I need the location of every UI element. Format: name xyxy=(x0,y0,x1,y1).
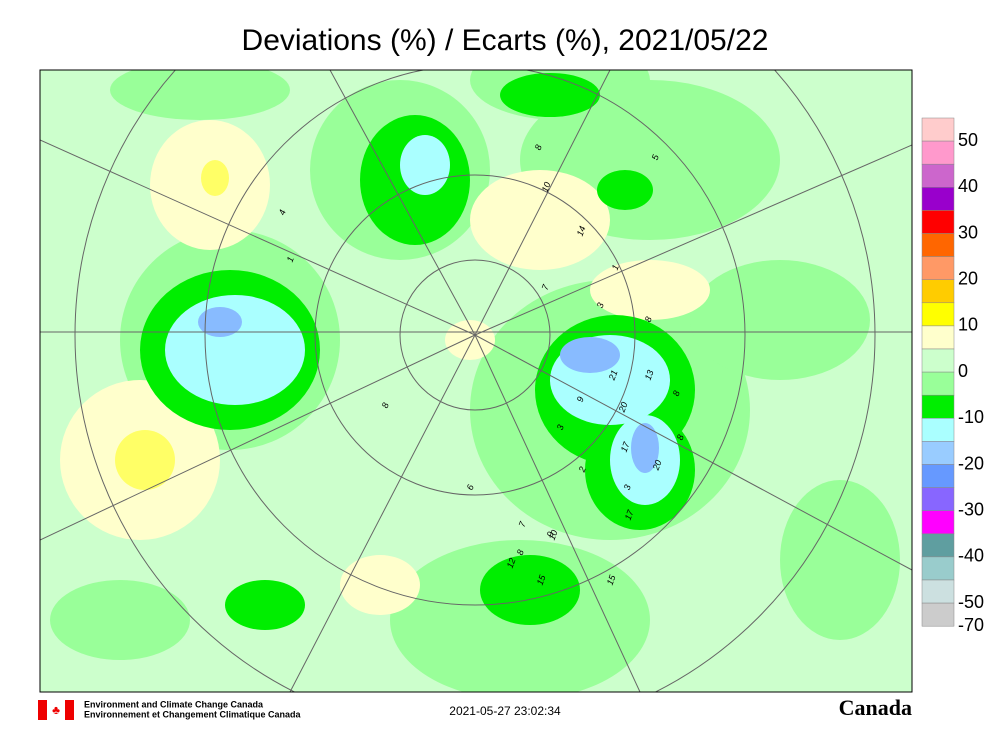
colorbar-swatch xyxy=(921,348,955,373)
station-label: 5 xyxy=(650,152,661,161)
station-label: 6 xyxy=(465,483,476,491)
colorbar-swatch xyxy=(921,418,955,442)
colorbar-swatch xyxy=(921,441,955,465)
colorbar-swatch xyxy=(921,256,955,280)
colorbar-label: 20 xyxy=(958,268,978,288)
flag-white xyxy=(47,700,65,720)
station-label: 20 xyxy=(616,401,629,415)
station-label: 4 xyxy=(277,208,288,216)
map-frame xyxy=(39,69,913,693)
map xyxy=(40,70,912,692)
station-label: 3 xyxy=(555,423,566,431)
colorbar-swatch xyxy=(921,556,955,581)
colorbar-swatch xyxy=(921,325,955,350)
colorbar: 50 40 30 20 10 0 -10 -20 -30 -40 -50 -70 xyxy=(921,117,984,635)
colorbar-swatch xyxy=(921,302,955,327)
colorbar-label: -50 xyxy=(958,592,984,612)
station-label: 8 xyxy=(380,401,391,409)
station-label: 13 xyxy=(643,369,656,382)
colorbar-swatch xyxy=(921,464,955,488)
colorbar-label: 10 xyxy=(958,315,978,335)
station-label: 17 xyxy=(623,508,636,522)
station-label: 21 xyxy=(606,369,619,383)
wordmark: Canada xyxy=(839,695,912,720)
colorbar-swatch xyxy=(921,163,955,188)
station-label: 10 xyxy=(540,181,553,194)
colorbar-label: -20 xyxy=(958,453,984,473)
colorbar-label: 40 xyxy=(958,176,978,196)
agency-fr: Environnement et Changement Climatique C… xyxy=(84,709,302,719)
station-label: 17 xyxy=(619,440,632,454)
colorbar-swatch xyxy=(921,487,955,511)
colorbar-swatch xyxy=(921,140,955,165)
station-label: 8 xyxy=(533,143,544,151)
agency-en: Environment and Climate Change Canada xyxy=(84,699,264,709)
colorbar-swatch xyxy=(921,371,955,396)
colorbar-swatch xyxy=(921,187,955,211)
colorbar-label: -30 xyxy=(958,499,984,519)
station-label: 7 xyxy=(540,282,551,291)
colorbar-swatch xyxy=(921,117,955,142)
station-label: 8 xyxy=(671,389,682,397)
timestamp: 2021-05-27 23:02:34 xyxy=(449,704,561,718)
station-label: 8 xyxy=(515,548,526,556)
station-label: 1 xyxy=(610,263,621,271)
colorbar-swatch xyxy=(921,394,955,419)
maple-leaf: ♣ xyxy=(52,703,60,717)
colorbar-label: -40 xyxy=(958,546,984,566)
colorbar-label: 50 xyxy=(958,130,978,150)
station-label: 10 xyxy=(547,529,560,542)
station-label: 12 xyxy=(505,557,518,570)
colorbar-swatch xyxy=(921,510,955,535)
colorbar-swatch xyxy=(921,279,955,304)
colorbar-swatch xyxy=(921,579,955,604)
colorbar-label: 0 xyxy=(958,361,968,381)
colorbar-swatch xyxy=(921,233,955,257)
colorbar-swatch xyxy=(921,210,955,234)
colorbar-swatch xyxy=(921,602,955,627)
station-label: 2 xyxy=(576,465,587,474)
station-label: 3 xyxy=(595,301,606,309)
station-label: 15 xyxy=(605,573,618,587)
station-label: 8 xyxy=(675,433,686,441)
station-label: 9 xyxy=(575,395,586,403)
station-label: 14 xyxy=(575,225,588,238)
colorbar-swatch xyxy=(921,533,955,558)
station-label: 9 xyxy=(545,530,556,538)
colorbar-label: 30 xyxy=(958,222,978,242)
colorbar-label: -70 xyxy=(958,615,984,635)
colorbar-label: -10 xyxy=(958,407,984,427)
title: Deviations (%) / Ecarts (%), 2021/05/22 xyxy=(242,24,769,57)
station-label: 15 xyxy=(535,573,548,587)
station-label: 1 xyxy=(285,255,296,263)
station-label: 7 xyxy=(517,519,528,528)
station-label: 20 xyxy=(650,459,663,473)
station-label: 3 xyxy=(622,483,633,491)
station-label: 8 xyxy=(643,315,654,323)
